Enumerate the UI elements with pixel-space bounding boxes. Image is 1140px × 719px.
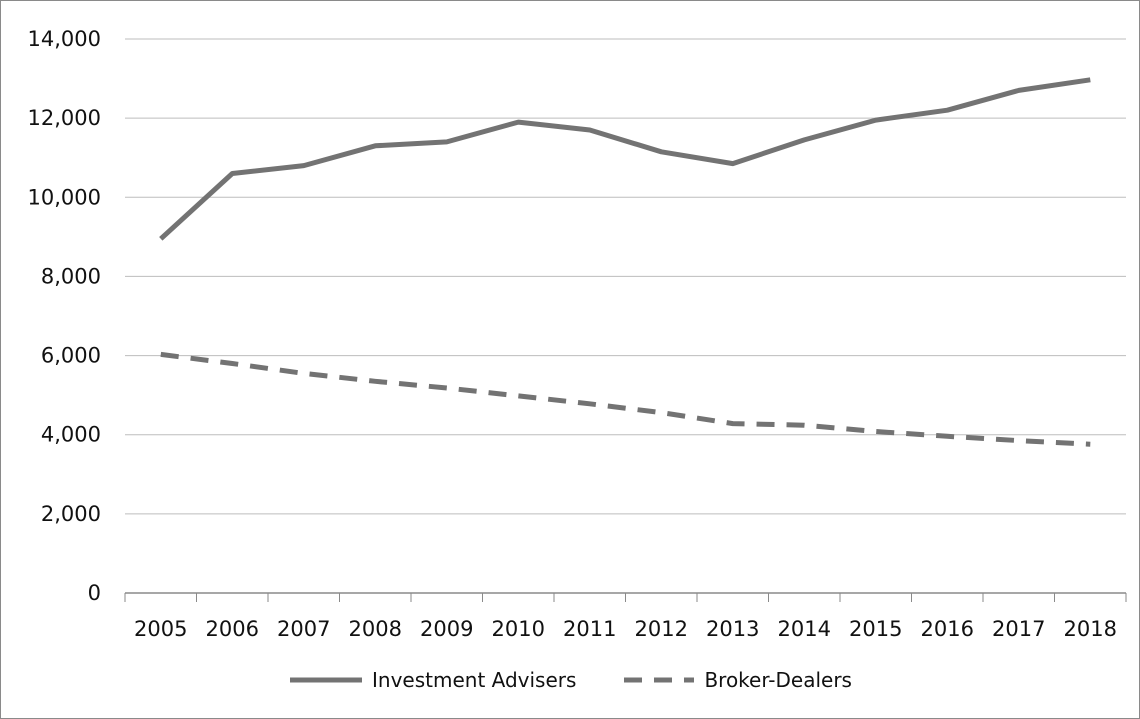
- y-tick-label: 2,000: [41, 502, 101, 526]
- x-tick-label: 2008: [349, 617, 402, 641]
- x-tick-label: 2013: [706, 617, 759, 641]
- x-axis-tick-labels: 2005 2006 2007 2008 2009 2010 2011 2012 2013 2014…: [134, 617, 1117, 641]
- x-tick-label: 2007: [277, 617, 330, 641]
- x-tick-label: 2012: [635, 617, 688, 641]
- y-tick-label: 4,000: [41, 423, 101, 447]
- y-tick-label: 8,000: [41, 264, 101, 288]
- series-line-broker-dealers: [160, 351, 1091, 447]
- legend-solid-line-icon: [290, 677, 362, 683]
- legend-item-investment-advisers: Investment Advisers: [288, 668, 576, 692]
- x-tick-label: 2005: [134, 617, 187, 641]
- x-tick-label: 2011: [563, 617, 616, 641]
- series-lines: [159, 77, 1091, 447]
- legend-item-broker-dealers: Broker-Dealers: [620, 668, 852, 692]
- y-tick-label: 10,000: [28, 185, 101, 209]
- y-axis-tick-labels: 0 2,000 4,000 6,000 8,000 10,000 12,000 14,000: [28, 27, 101, 605]
- x-tick-label: 2015: [849, 617, 902, 641]
- series-line-investment-advisers: [159, 77, 1091, 241]
- x-tick-label: 2009: [420, 617, 473, 641]
- legend: Investment Advisers Broker-Dealers: [0, 668, 1140, 692]
- y-tick-label: 14,000: [28, 27, 101, 51]
- y-tick-label: 0: [88, 581, 101, 605]
- x-tick-label: 2010: [492, 617, 545, 641]
- y-tick-label: 6,000: [41, 344, 101, 368]
- x-tick-label: 2018: [1064, 617, 1117, 641]
- legend-label-broker-dealers: Broker-Dealers: [704, 668, 852, 692]
- legend-dashed-line-icon: [624, 677, 695, 683]
- x-tick-label: 2014: [778, 617, 831, 641]
- x-tick-label: 2006: [206, 617, 259, 641]
- gridlines: [125, 38, 1126, 594]
- x-tick-label: 2017: [992, 617, 1045, 641]
- x-tick-label: 2016: [921, 617, 974, 641]
- legend-label-investment-advisers: Investment Advisers: [372, 668, 577, 692]
- y-tick-label: 12,000: [28, 106, 101, 130]
- x-axis: [124, 593, 1127, 602]
- line-chart: 02,0004,0006,0008,00010,00012,00014,000 …: [28, 27, 1127, 641]
